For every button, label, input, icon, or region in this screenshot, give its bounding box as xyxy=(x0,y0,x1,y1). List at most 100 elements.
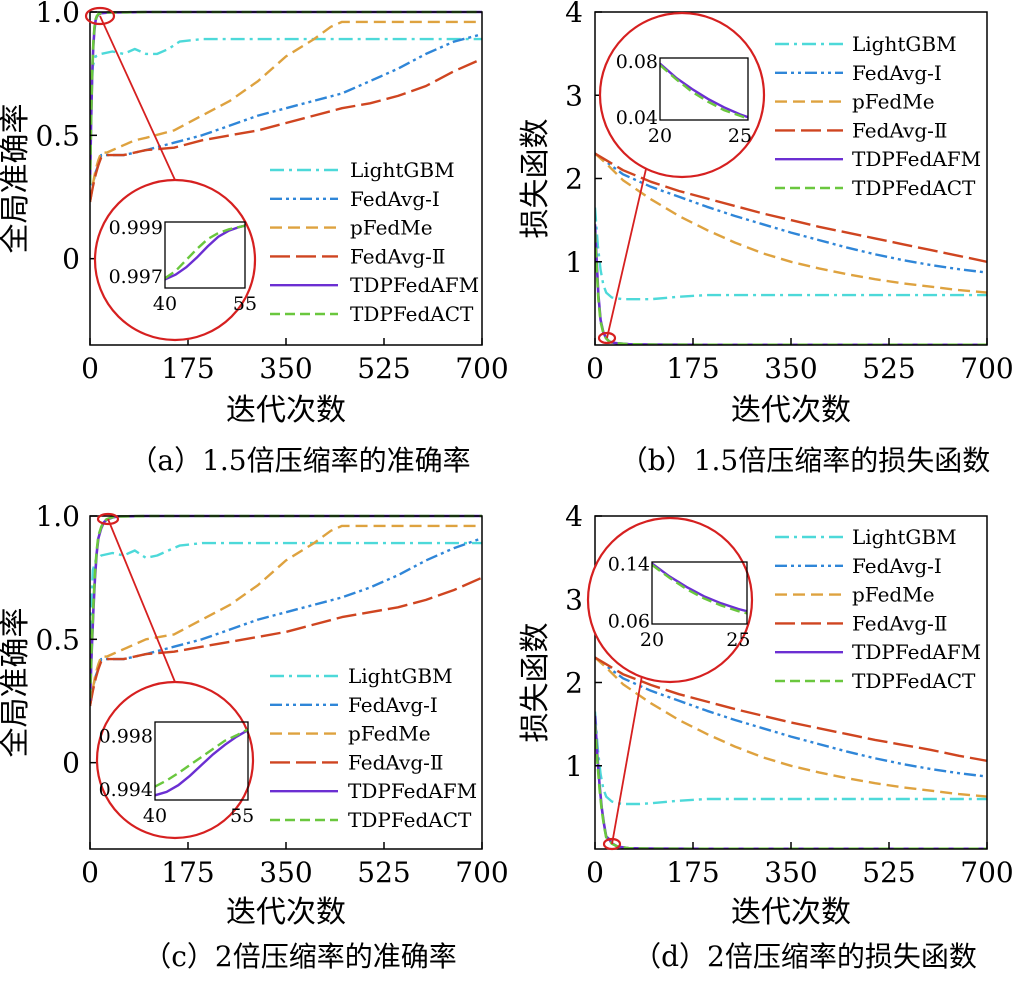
zoom-circle xyxy=(93,178,257,342)
legend-label-pfedme: pFedMe xyxy=(350,216,433,240)
inset-y-tick-label: 0.994 xyxy=(99,779,153,801)
y-tick-label: 4 xyxy=(565,0,583,29)
legend-label-pfedme: pFedMe xyxy=(852,583,935,607)
series-line-fedavg xyxy=(595,152,987,274)
inset-frame xyxy=(651,561,748,625)
legend-label-fedavg: FedAvg-Ⅱ xyxy=(852,611,948,635)
inset-y-tick-label: 0.08 xyxy=(616,51,658,73)
inset-x-tick-label: 40 xyxy=(143,805,167,827)
series-line-lightgbm xyxy=(90,541,482,635)
inset-y-tick-label: 0.04 xyxy=(616,107,658,129)
x-tick-label: 350 xyxy=(259,856,312,889)
legend-label-lightgbm: LightGBM xyxy=(350,158,455,182)
inset-series-line-tdpfedafm xyxy=(165,224,245,281)
legend-label-fedavg: FedAvg-Ⅰ xyxy=(852,61,942,85)
inset-series-line-tdpfedact xyxy=(155,728,248,788)
series-line-fedavg xyxy=(90,33,482,203)
legend: LightGBM FedAvg-Ⅰ pFedMe FedAvg-Ⅱ TDPFedAFM T… xyxy=(270,158,479,326)
legend-label-fedavg: FedAvg-Ⅱ xyxy=(350,244,446,268)
series-line-pfedme xyxy=(595,656,987,798)
legend-label-fedavg: FedAvg-Ⅰ xyxy=(852,554,942,578)
inset-x-tick-label: 40 xyxy=(153,293,177,315)
legend-label-tdpfedafm: TDPFedAFM xyxy=(348,779,477,803)
legend: LightGBM FedAvg-Ⅰ pFedMe FedAvg-Ⅱ TDPFedAFM T… xyxy=(270,664,477,832)
chart-panel-d: 1 2 3 4 0 175 350 525 700 迭代次数 损失函数 （d）2倍压缩率的损失函数 Li… xyxy=(518,500,1014,973)
legend: LightGBM FedAvg-Ⅰ pFedMe FedAvg-Ⅱ TDPFedAFM T… xyxy=(775,525,981,693)
inset-frame xyxy=(659,57,749,121)
legend: LightGBM FedAvg-Ⅰ pFedMe FedAvg-Ⅱ TDPFedAFM T… xyxy=(775,32,981,200)
x-tick-label: 525 xyxy=(357,856,410,889)
series-line-lightgbm xyxy=(90,37,482,131)
y-axis-title: 损失函数 xyxy=(518,623,553,743)
x-axis-title: 迭代次数 xyxy=(731,895,851,930)
x-tick-label: 350 xyxy=(764,352,817,385)
x-axis-title: 迭代次数 xyxy=(226,895,346,930)
y-tick-label: 2 xyxy=(565,163,583,196)
x-tick-label: 700 xyxy=(960,856,1013,889)
y-axis-title: 全局准确率 xyxy=(0,608,33,758)
zoom-target-marker xyxy=(84,6,116,26)
series-line-fedavg xyxy=(595,656,987,778)
series-line-fedavg xyxy=(90,576,482,707)
x-tick-label: 175 xyxy=(161,352,214,385)
legend-label-fedavg: FedAvg-Ⅱ xyxy=(348,750,444,774)
legend-label-fedavg: FedAvg-Ⅰ xyxy=(350,187,440,211)
series-line-pfedme xyxy=(90,524,482,707)
inset-x-tick-label: 20 xyxy=(640,629,664,651)
y-axis-title: 损失函数 xyxy=(518,119,553,239)
chart-panel-b: 1 2 3 4 0 175 350 525 700 迭代次数 损失函数 （b）1.5倍压缩率的损失函数… xyxy=(518,0,1014,477)
zoom-circle xyxy=(598,11,766,179)
inset-x-tick-label: 25 xyxy=(726,629,750,651)
inset-series-line-tdpfedact xyxy=(165,224,245,280)
legend-label-fedavg: FedAvg-Ⅰ xyxy=(348,693,438,717)
x-tick-label: 525 xyxy=(862,352,915,385)
panel-caption: （b）1.5倍压缩率的损失函数 xyxy=(620,444,990,477)
x-tick-label: 0 xyxy=(586,352,604,385)
inset-y-tick-label: 0.997 xyxy=(109,266,163,288)
legend-label-tdpfedact: TDPFedACT xyxy=(852,669,976,693)
legend-label-tdpfedafm: TDPFedAFM xyxy=(852,640,981,664)
y-tick-label: 1 xyxy=(565,750,583,783)
series-line-fedavg xyxy=(90,537,482,707)
x-axis-title: 迭代次数 xyxy=(226,393,346,428)
x-tick-label: 700 xyxy=(455,352,508,385)
zoom-circle xyxy=(586,516,754,684)
x-tick-label: 175 xyxy=(666,856,719,889)
y-tick-label: 3 xyxy=(565,583,583,616)
x-tick-label: 0 xyxy=(81,352,99,385)
zoom-circle xyxy=(95,680,255,840)
x-tick-label: 0 xyxy=(586,856,604,889)
inset-series-line-tdpfedafm xyxy=(155,729,248,797)
y-axis-title: 全局准确率 xyxy=(0,104,33,254)
inset-y-tick-label: 0.998 xyxy=(99,725,153,747)
x-tick-label: 350 xyxy=(764,856,817,889)
y-tick-label: 4 xyxy=(565,500,583,533)
inset-y-tick-label: 0.06 xyxy=(608,610,650,632)
y-tick-label: 0 xyxy=(62,243,80,276)
legend-label-lightgbm: LightGBM xyxy=(348,664,453,688)
series-line-fedavg xyxy=(595,656,987,762)
inset-series-group xyxy=(660,62,748,120)
series-line-tdpfedact xyxy=(595,724,987,849)
y-tick-label: 0 xyxy=(62,747,80,780)
legend-label-tdpfedact: TDPFedACT xyxy=(350,302,474,326)
legend-label-lightgbm: LightGBM xyxy=(852,525,957,549)
y-tick-label: 1.0 xyxy=(35,0,80,29)
y-tick-label: 0.5 xyxy=(35,119,80,152)
x-tick-label: 525 xyxy=(357,352,410,385)
series-line-fedavg xyxy=(595,152,987,263)
panel-caption: （c）2倍压缩率的准确率 xyxy=(143,940,457,973)
x-tick-label: 700 xyxy=(455,856,508,889)
inset-series-group xyxy=(652,562,747,615)
inset-series-line-tdpfedact xyxy=(660,64,748,120)
chart-panel-a: 0 0.5 1.0 0 175 350 525 700 迭代次数 全局准确率 （a）1.5倍压缩率的… xyxy=(0,0,509,477)
y-tick-label: 1.0 xyxy=(35,500,80,533)
x-tick-label: 175 xyxy=(161,856,214,889)
inset-x-tick-label: 25 xyxy=(728,125,752,147)
series-line-pfedme xyxy=(90,20,482,203)
inset-y-tick-label: 0.999 xyxy=(109,217,163,239)
x-tick-label: 525 xyxy=(862,856,915,889)
series-line-pfedme xyxy=(595,152,987,294)
zoom-connector xyxy=(107,518,176,683)
